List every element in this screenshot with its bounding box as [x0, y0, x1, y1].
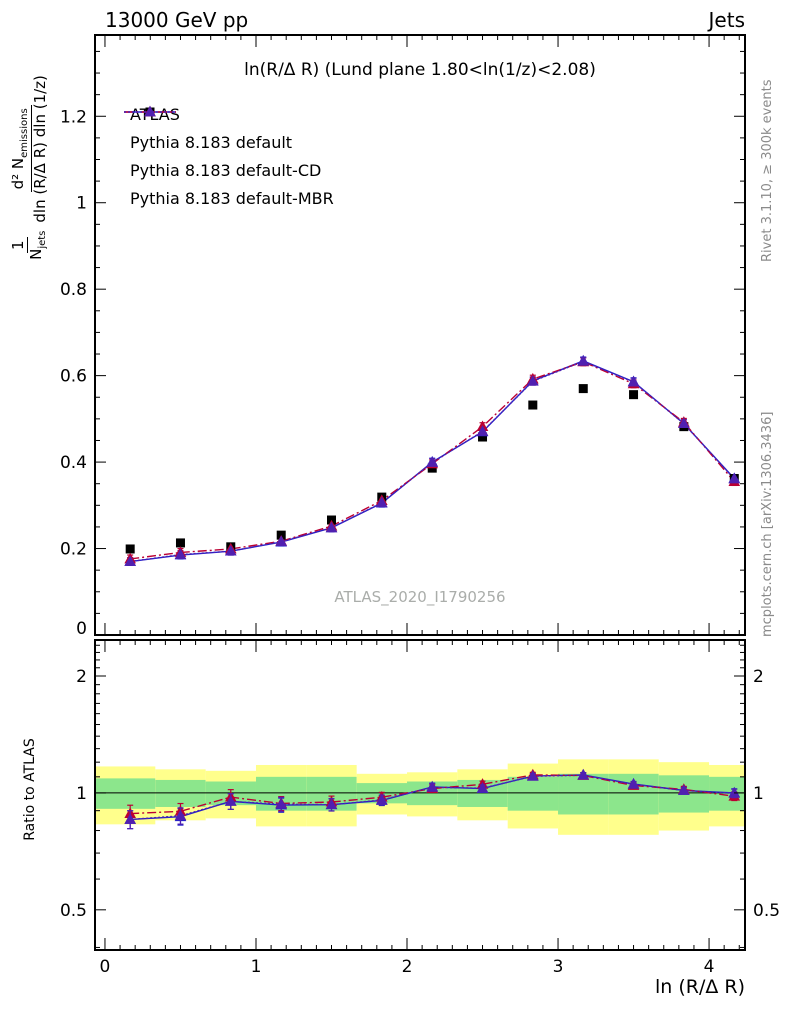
ratio-marker	[527, 770, 539, 781]
ratio-y-tick-label: 1	[76, 784, 87, 804]
main-y-tick-label: 0.6	[60, 367, 87, 387]
x-tick-label: 2	[402, 957, 413, 977]
ratio-y-tick-label-right: 0.5	[753, 901, 780, 921]
axis-ticks	[95, 35, 745, 950]
ratio-marker	[275, 798, 288, 809]
mc-prediction-marker	[426, 456, 439, 467]
header-beam-energy: 13000 GeV pp	[105, 8, 249, 32]
atlas-data-marker	[125, 544, 135, 554]
mc-prediction-marker	[275, 535, 288, 547]
ratio-marker	[476, 781, 489, 793]
main-y-axis-label: 1 Njets d² Nemissions dln (R/Δ R) dln (1…	[9, 20, 49, 315]
mc-prediction-marker	[375, 496, 388, 508]
plot-title: ln(R/Δ R) (Lund plane 1.80<ln(1/z)<2.08)	[244, 60, 596, 80]
mc-prediction-marker	[476, 425, 489, 436]
main-series	[124, 354, 741, 567]
mc-prediction-marker	[627, 375, 640, 387]
main-panel-frame	[94, 34, 746, 636]
ratio-marker	[124, 813, 136, 824]
frac2-denominator: dln (R/Δ R) dln (1/z)	[30, 75, 49, 223]
main-y-tick-label: 0.2	[60, 540, 87, 560]
ratio-y-tick-label: 0.5	[60, 901, 87, 921]
mcplots-reference-note: mcplots.cern.ch [arXiv:1306.3436]	[760, 411, 775, 637]
atlas-data-marker	[528, 400, 538, 410]
main-y-tick-label: 0	[76, 619, 87, 639]
ratio-marker	[375, 793, 388, 805]
y-label-fraction-1: 1 Njets	[9, 230, 49, 260]
main-y-tick-label: 0.4	[60, 453, 87, 473]
frac1-numerator: 1	[9, 237, 29, 254]
mc-prediction-marker	[527, 375, 539, 386]
green-uncertainty-band	[155, 779, 206, 807]
header-analysis-type: Jets	[708, 8, 745, 32]
ratio-marker	[224, 795, 237, 806]
ratio-panel-frame	[94, 639, 746, 951]
legend-item: Pythia 8.183 default	[122, 105, 334, 156]
ratio-marker	[678, 784, 690, 795]
main-y-tick-label: 1.2	[60, 107, 87, 127]
green-uncertainty-band	[95, 778, 156, 809]
atlas-data-marker	[629, 390, 639, 400]
mc-prediction-marker	[124, 555, 136, 566]
green-uncertainty-band	[558, 773, 609, 815]
mc-prediction-marker	[174, 548, 187, 559]
frac2-numerator: d² Nemissions	[9, 105, 32, 193]
ratio-series	[124, 768, 741, 830]
atlas-data-marker	[578, 384, 588, 394]
x-tick-label: 4	[704, 957, 715, 977]
mc-prediction-marker	[728, 472, 741, 484]
ratio-bands	[95, 759, 745, 835]
axis-tick-labels: 0 0.2 0.4 0.6 0.8 1 1.2 0.5 0.5 1 1 2 2 0 1 2 3 4	[60, 107, 780, 977]
ratio-y-axis-label: Ratio to ATLAS	[22, 738, 38, 841]
frac1-denominator: Njets	[27, 230, 49, 260]
main-y-tick-label: 0.8	[60, 280, 87, 300]
atlas-data-marker	[478, 432, 488, 442]
x-tick-label: 1	[251, 957, 262, 977]
legend-label: ATLAS	[130, 104, 180, 124]
triangle-marker-icon	[144, 105, 156, 117]
legend-label: Pythia 8.183 default-CD	[130, 160, 322, 180]
ratio-y-tick-label: 2	[76, 667, 87, 687]
x-tick-label: 3	[553, 957, 564, 977]
legend-item: Pythia 8.183 default-MBR	[122, 105, 334, 212]
mc-prediction-marker	[325, 521, 338, 533]
mc-prediction-marker	[224, 544, 237, 556]
legend-marker	[124, 105, 176, 117]
rivet-version-note: Rivet 3.1.10, ≥ 300k events	[760, 79, 775, 262]
legend-label: Pythia 8.183 default-MBR	[130, 188, 334, 208]
legend: ATLAS Pythia 8.183 default Pythia 8.183 de…	[122, 100, 334, 212]
ratio-marker	[174, 809, 187, 821]
ratio-marker	[577, 769, 590, 780]
x-tick-label: 0	[100, 957, 111, 977]
green-uncertainty-band	[507, 776, 559, 811]
x-axis-label: ln (R/Δ R)	[654, 976, 745, 998]
ratio-y-tick-label-right: 2	[753, 667, 764, 687]
legend-label: Pythia 8.183 default	[130, 132, 293, 152]
ratio-y-tick-label-right: 1	[753, 784, 764, 804]
main-y-tick-label: 1	[76, 194, 87, 214]
legend-item: Pythia 8.183 default-CD	[122, 105, 334, 184]
mc-prediction-marker	[678, 417, 690, 429]
atlas-data-marker	[175, 538, 185, 548]
ratio-marker	[627, 778, 640, 789]
ratio-marker	[426, 781, 439, 792]
ratio-marker	[325, 798, 338, 810]
y-label-fraction-2: d² Nemissions dln (R/Δ R) dln (1/z)	[9, 75, 49, 223]
watermark-analysis-id: ATLAS_2020_I1790256	[334, 588, 506, 606]
mc-prediction-marker	[577, 355, 590, 366]
